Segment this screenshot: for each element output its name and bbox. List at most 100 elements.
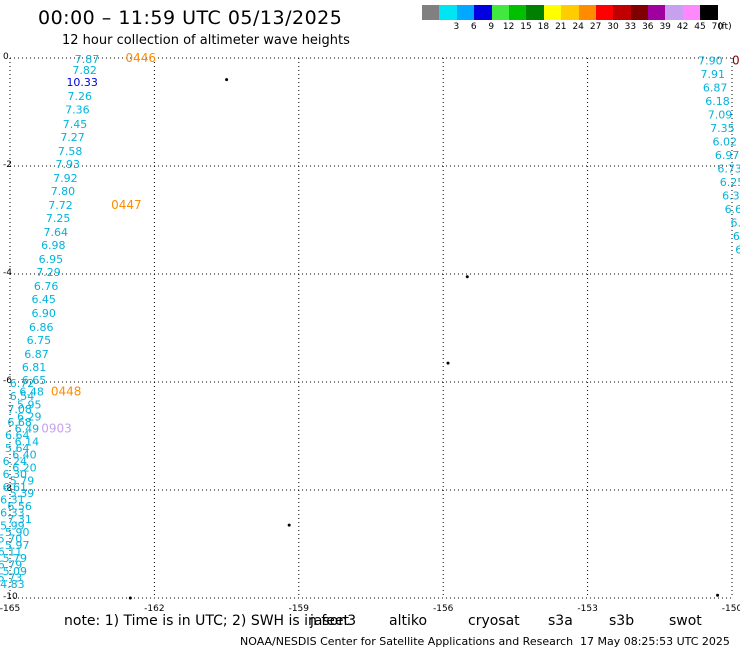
wave-height-value: 6.56 [7,500,32,513]
lon-label: -153 [577,604,597,614]
wave-height-value: 6.5 [730,217,740,230]
island-marker [287,523,291,527]
wave-height-value: 5.97 [5,539,30,552]
map-title: 00:00 – 11:59 UTC 05/13/2025 [38,7,343,29]
wave-height-value: 6.61 [725,203,740,216]
wave-height-value: 7.64 [43,226,68,239]
legend-label: 45 [694,22,706,32]
legend-swatch [578,5,596,20]
sat-altiko: altiko [389,613,428,629]
wave-height-value: 7.82 [72,64,97,77]
legend-label: 42 [676,22,689,32]
legend-swatch [682,5,701,20]
sat-cryosat: cryosat [468,613,520,629]
wave-height-value: 6.30 [3,468,28,481]
wave-height-value: 6.14 [15,435,40,448]
wave-height-value: 7.25 [46,212,71,225]
legend-swatch [526,5,544,20]
wave-height-value: 7.93 [56,158,81,171]
lat-label: -2 [3,160,12,170]
legend-label: 9 [488,22,495,32]
wave-height-value: 6.98 [41,239,66,252]
legend-swatch [543,5,562,20]
wave-height-value: 7.87 [75,53,100,66]
legend-label: 36 [642,22,654,32]
pass-id-label: 0 [732,54,740,68]
legend-label: 33 [624,22,637,32]
legend-label: 70 [711,22,724,32]
color-legend-labels: 3 6 9 12 15 18 21 24 27 30 33 36 39 42 45 70 (ft) [422,22,740,34]
lon-label: -159 [289,604,310,614]
wave-height-value: 6.81 [22,361,47,374]
wave-height-value: 7.36 [65,103,90,116]
wave-height-value: 6.29 [17,411,42,424]
map-subtitle: 12 hour collection of altimeter wave hei… [62,33,350,48]
wave-height-value: 6.24 [3,455,28,468]
legend-swatch [439,5,457,20]
sat-jason3: jason3 [310,613,357,629]
wave-height-value: 6.79 [0,559,22,572]
legend-swatch [491,5,509,20]
wave-height-value: 6.20 [12,461,37,474]
pass-id-label: 0448 [51,385,82,399]
legend-swatch [595,5,614,20]
wave-height-value: 7.80 [51,185,76,198]
wave-height-value: 6.33 [722,190,740,203]
wave-height-value: 5.39 [10,487,35,500]
wave-height-value: 6.97 [715,149,740,162]
pass-id-label: 0903 [41,421,72,435]
wave-height-value: 4.83 [0,578,25,591]
lat-label: -10 [3,592,18,602]
wave-height-value: 7.92 [53,172,78,185]
legend-swatch [456,5,475,20]
wave-height-value: 7.29 [36,266,61,279]
wave-height-value: 6.54 [10,390,35,403]
wave-height-value: 6.02 [713,136,738,149]
wave-height-value: 5.73 [0,571,22,584]
wave-height-value: 6.72 [10,377,35,390]
lon-label: -156 [433,604,454,614]
legend-label: 39 [659,22,671,32]
timestamp: 17 May 08:25:53 UTC 2025 [580,635,730,648]
lon-label: -165 [0,604,20,614]
lat-label: -8 [3,484,12,494]
legend-label: 24 [572,22,584,32]
wave-height-value: 7.35 [710,122,735,135]
lon-label: -150 [722,604,740,614]
legend-label: 3 [453,22,460,32]
legend-swatch [700,5,718,20]
wave-height-value: 7.91 [700,68,725,81]
wave-height-value: 6.18 [705,95,730,108]
wave-height-value: 5.90 [5,526,30,539]
wave-height-value: 6.33 [0,507,25,520]
wave-height-value: 6.61 [3,481,28,494]
sat-s3a: s3a [548,613,573,629]
wave-height-value: 7.08 [7,403,32,416]
lat-label: -4 [3,268,12,278]
wave-height-value: 5.09 [3,565,28,578]
wave-height-value: 6.90 [31,307,56,320]
legend-swatch [422,5,440,20]
wave-height-value: 6.25 [720,176,740,189]
legend-label: 6 [470,22,477,32]
legend-label: 15 [520,22,532,32]
island-marker [716,593,720,597]
wave-height-value: 7.31 [7,513,32,526]
wave-height-value: 5.99 [0,520,25,533]
footer-note: note: 1) Time is in UTC; 2) SWH is in fe… [64,613,350,629]
wave-height-value: 6.65 [22,374,47,387]
wave-height-value: 6.11 [0,546,22,559]
wave-height-value: 7.58 [58,145,83,158]
legend-swatch [474,5,492,20]
wave-height-value: 6.40 [12,448,37,461]
wave-height-value: 7.45 [63,118,88,131]
legend-label: 18 [537,22,550,32]
legend-label: 27 [589,22,602,32]
credit-line: NOAA/NESDIS Center for Satellite Applica… [240,635,574,648]
legend-swatch [630,5,649,20]
legend-label: 21 [555,22,567,32]
wave-height-value: 5.95 [17,399,42,412]
wave-height-value: 5.79 [3,552,28,565]
wave-height-value: 7.26 [68,90,93,103]
